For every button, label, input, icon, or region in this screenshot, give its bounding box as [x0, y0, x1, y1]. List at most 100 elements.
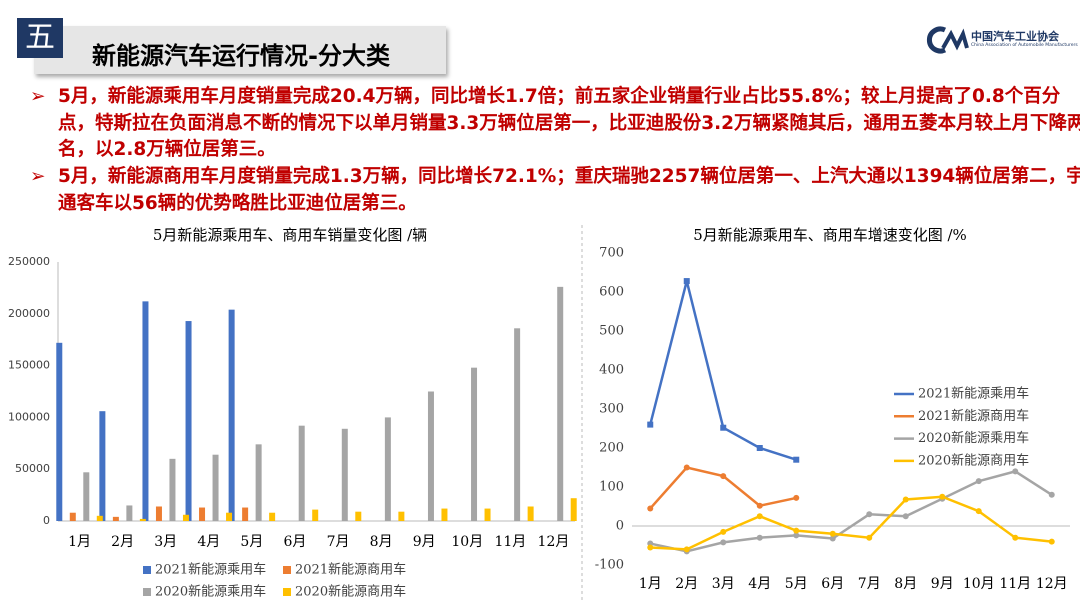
- bar: [185, 321, 192, 521]
- point: [647, 544, 654, 551]
- line: [649, 470, 1053, 553]
- point: [829, 530, 836, 537]
- bar: [169, 458, 176, 521]
- legend-label: 2020新能源乘用车: [918, 430, 1029, 446]
- y-tick-label: 500: [599, 324, 624, 339]
- y-tick-label: 100000: [8, 410, 50, 423]
- x-tick-label: 2月: [675, 576, 698, 592]
- x-tick-label: 6月: [821, 576, 844, 592]
- y-tick-label: 400: [599, 363, 624, 378]
- legend-label: 2020新能源乘用车: [155, 584, 266, 600]
- bar: [557, 286, 564, 521]
- y-tick-label: 200: [599, 441, 624, 456]
- x-tick-label: 2月: [111, 534, 134, 550]
- point: [1012, 468, 1019, 475]
- point: [793, 494, 800, 501]
- bar: [398, 511, 405, 521]
- point: [1048, 491, 1055, 498]
- x-tick-label: 5月: [240, 534, 263, 550]
- x-tick-label: 7月: [327, 534, 350, 550]
- point: [866, 511, 873, 518]
- bar: [212, 454, 219, 521]
- x-tick-label: 7月: [858, 576, 881, 592]
- x-tick-label: 11月: [999, 576, 1031, 592]
- legend-swatch: [143, 566, 151, 574]
- point: [756, 445, 763, 451]
- bar: [269, 512, 276, 521]
- bar: [228, 309, 235, 521]
- point: [756, 513, 763, 520]
- bar: [384, 417, 391, 521]
- point: [720, 528, 727, 535]
- bar: [484, 508, 491, 521]
- point: [902, 513, 909, 520]
- bar: [69, 512, 76, 521]
- point: [866, 534, 873, 541]
- bar: [514, 328, 521, 521]
- chart-title: 5月新能源乘用车、商用车增速变化图 /%: [693, 226, 967, 244]
- bullet: 5月，新能源乘用车月度销量完成20.4万辆，同比增长1.7倍；前五家企业销量行业…: [30, 84, 1080, 164]
- point: [975, 478, 982, 485]
- bar: [242, 507, 249, 521]
- x-tick-label: 3月: [154, 534, 177, 550]
- x-tick-label: 1月: [68, 534, 91, 550]
- legend-swatch: [283, 588, 291, 596]
- point: [720, 473, 727, 480]
- point: [647, 505, 654, 512]
- y-tick-label: 100: [599, 480, 624, 495]
- bar: [83, 472, 90, 521]
- legend-swatch: [283, 566, 291, 574]
- bar: [112, 516, 119, 521]
- bar: [96, 515, 103, 521]
- bar: [155, 506, 162, 521]
- bar: [56, 342, 63, 521]
- point: [829, 535, 836, 542]
- legend-label: 2020新能源商用车: [918, 452, 1029, 468]
- y-tick-label: 700: [599, 246, 624, 261]
- legend-label: 2021新能源乘用车: [918, 386, 1029, 402]
- bar: [298, 425, 305, 521]
- point: [720, 539, 727, 546]
- bar: [255, 444, 262, 521]
- x-tick-label: 12月: [538, 534, 570, 550]
- bar: [427, 391, 434, 521]
- bar: [139, 518, 146, 521]
- bar: [570, 498, 577, 521]
- point: [793, 532, 800, 539]
- bar: [312, 509, 319, 521]
- logo-cn: 中国汽车工业协会: [971, 30, 1059, 43]
- chart-title: 5月新能源乘用车、商用车销量变化图 /辆: [153, 226, 427, 244]
- legend-label: 2020新能源商用车: [295, 584, 406, 600]
- y-tick-label: 300: [599, 402, 624, 417]
- section-badge: 五: [17, 18, 63, 58]
- logo-mark: [926, 26, 969, 54]
- line: [650, 495, 1052, 551]
- x-tick-label: 12月: [1036, 576, 1068, 592]
- point: [939, 493, 946, 500]
- x-tick-label: 10月: [451, 534, 483, 550]
- point: [720, 424, 727, 431]
- x-tick-label: 8月: [894, 576, 917, 592]
- x-tick-label: 10月: [963, 576, 995, 592]
- title-band: [34, 26, 446, 74]
- logo-en: China Association of Automobile Manufact…: [971, 43, 1078, 48]
- legend-label: 2021新能源商用车: [918, 408, 1029, 424]
- point: [683, 278, 690, 285]
- x-tick-label: 1月: [639, 576, 662, 592]
- bar: [126, 505, 133, 521]
- bar: [99, 411, 106, 521]
- bar: [441, 508, 448, 521]
- point: [683, 464, 690, 471]
- y-tick-label: 250000: [8, 255, 50, 268]
- point: [683, 546, 690, 553]
- point: [756, 502, 763, 509]
- x-tick-label: 5月: [785, 576, 808, 592]
- point: [1048, 538, 1055, 545]
- y-tick-label: 200000: [8, 307, 50, 320]
- y-tick-label: 150000: [8, 359, 50, 372]
- bar: [355, 511, 362, 521]
- legend-label: 2021新能源乘用车: [155, 562, 266, 578]
- bar: [471, 367, 478, 521]
